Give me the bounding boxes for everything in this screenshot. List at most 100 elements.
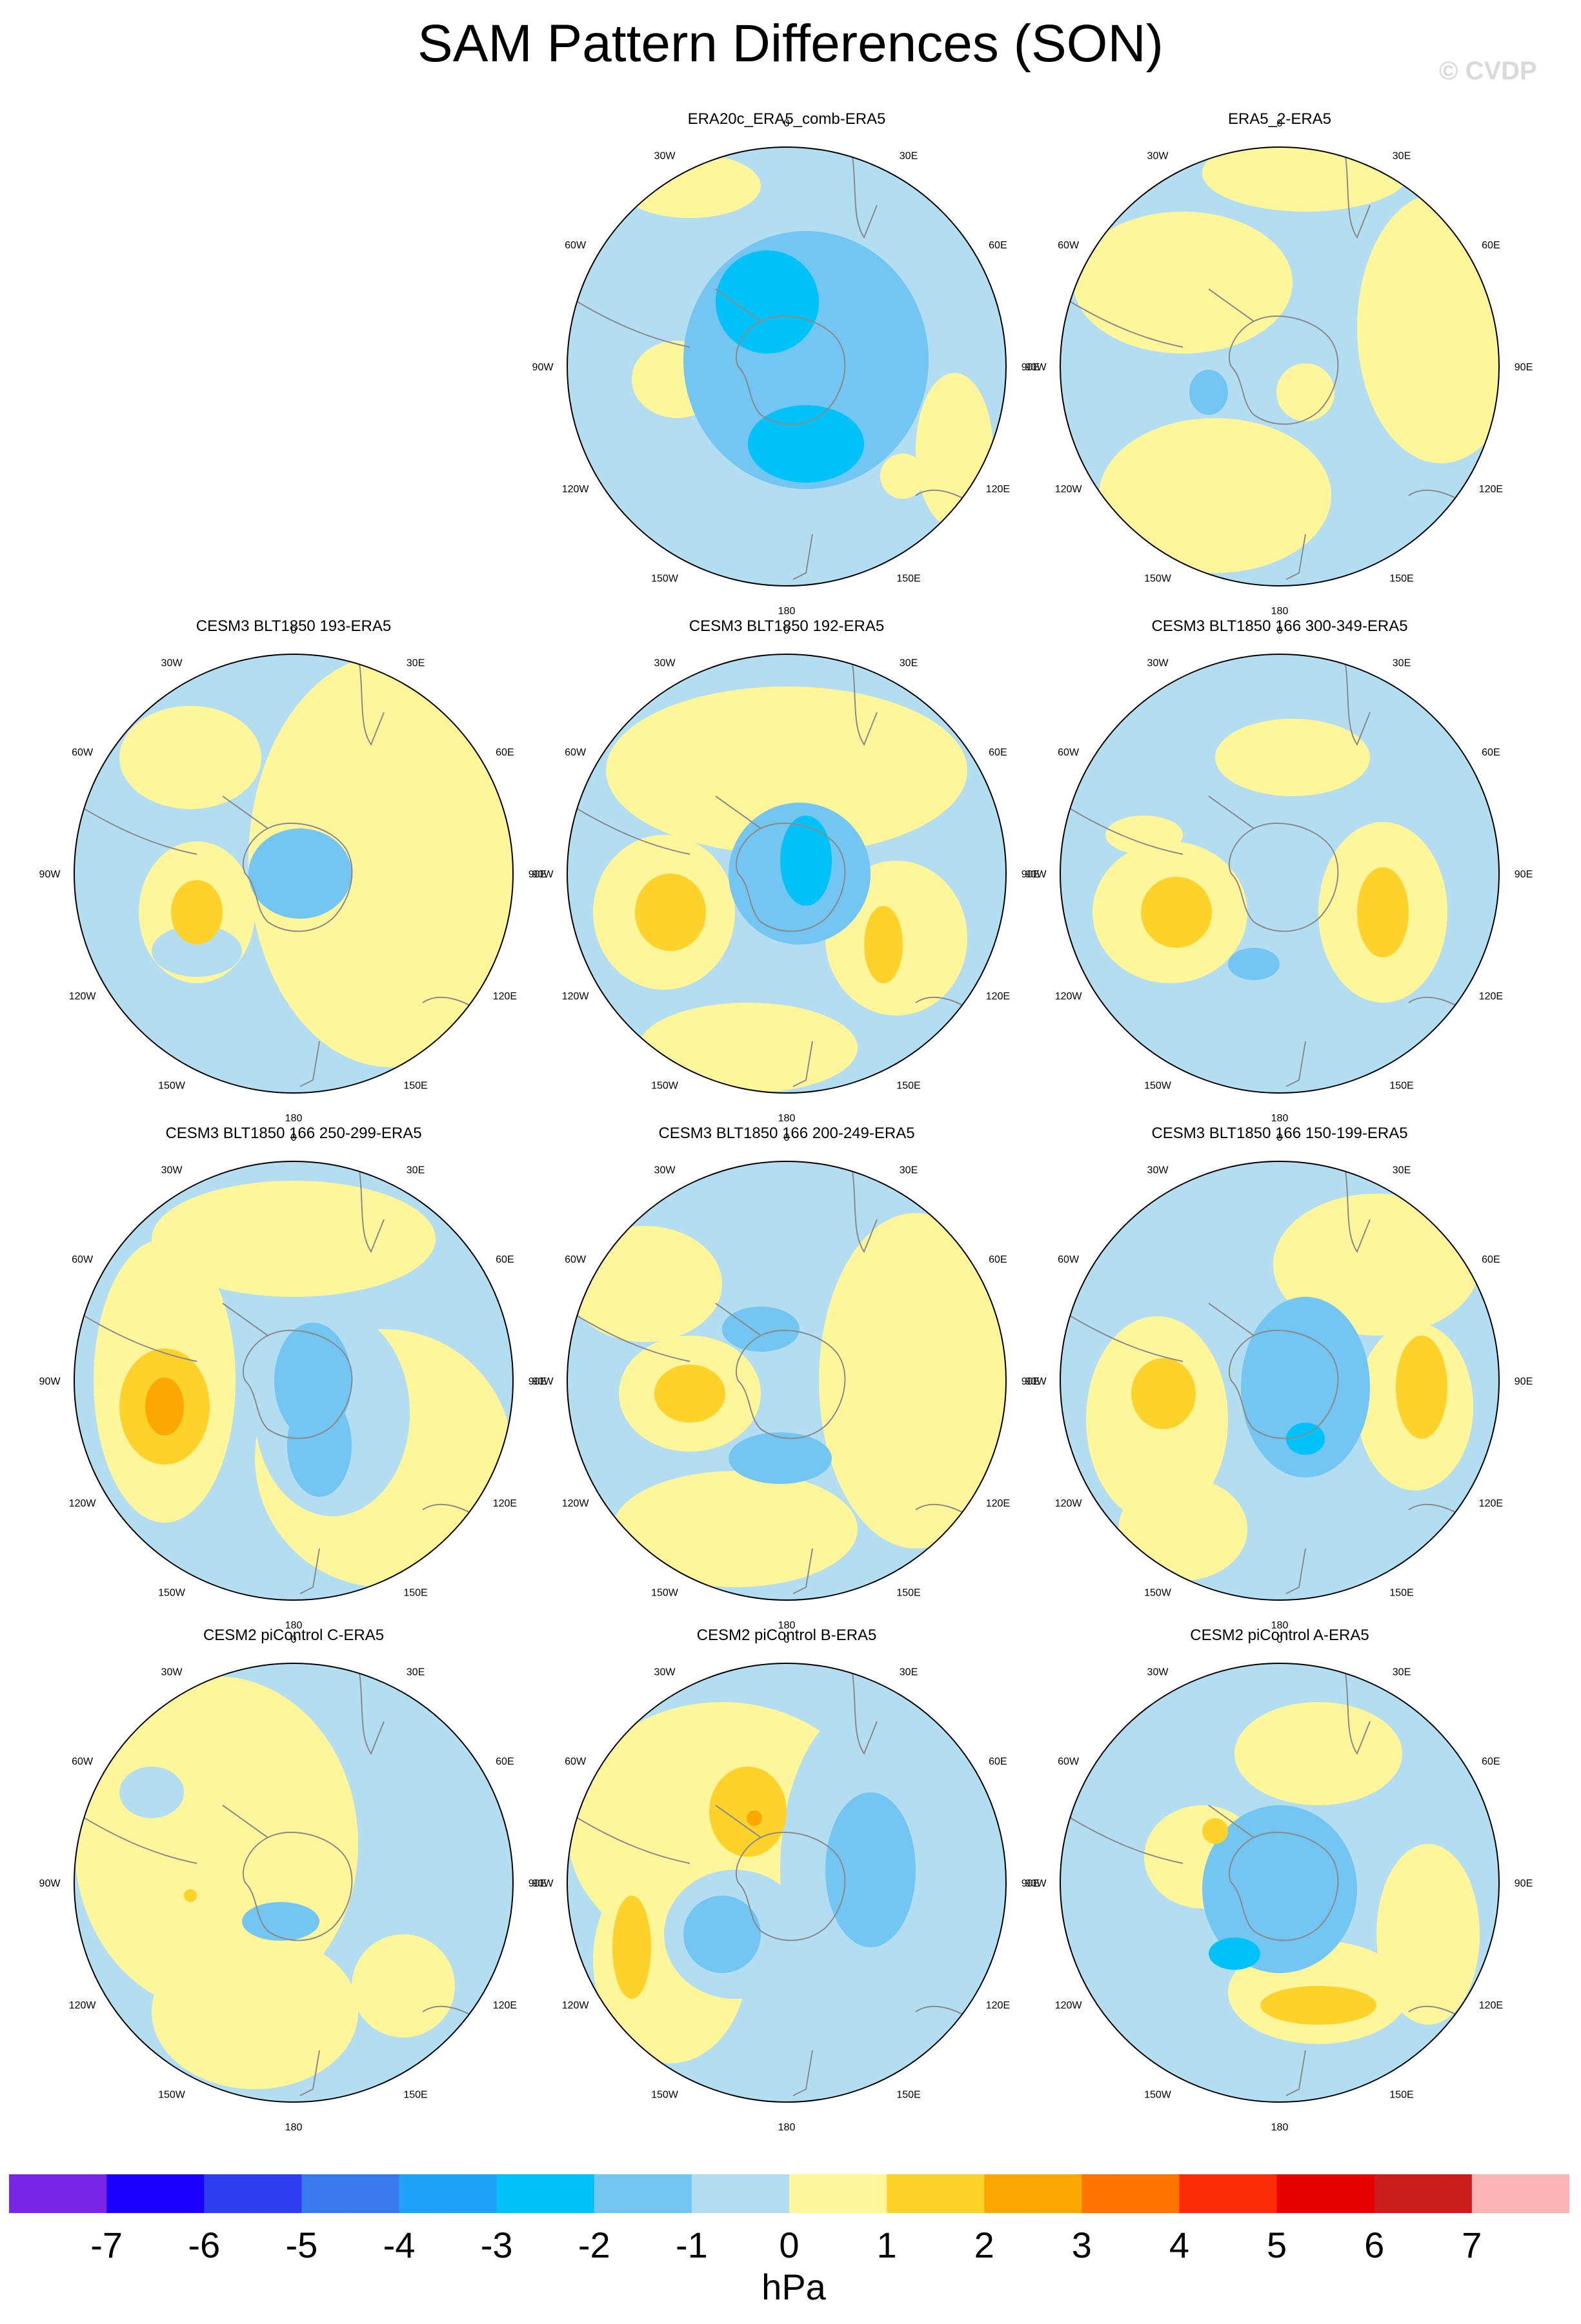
longitude-label: 120W	[1055, 1498, 1083, 1509]
colorbar-swatch	[9, 2174, 107, 2213]
colorbar-tick-label: 5	[1267, 2225, 1287, 2265]
anomaly-contour	[287, 1394, 352, 1497]
colorbar-tick-label: 3	[1071, 2225, 1092, 2265]
map-border	[1060, 1161, 1500, 1601]
colorbar-tick-label: -6	[188, 2225, 221, 2265]
longitude-label: 180	[778, 1620, 796, 1631]
antarctica-coastline	[715, 1303, 846, 1439]
continent-coastlines	[1060, 1663, 1475, 2096]
colorbar-tick-label: -1	[675, 2225, 708, 2265]
longitude-label: 30W	[1147, 658, 1169, 669]
antarctica-coastline	[1208, 288, 1339, 425]
antarctica-coastline	[715, 288, 846, 425]
longitude-label: 90W	[39, 1376, 61, 1387]
longitude-label: 90E	[1515, 362, 1533, 373]
polar-map: 0 30E 60E 90E 120E 150E 180 150W 120W 90W 60W 30W	[1025, 1132, 1533, 1631]
longitude-label: 150E	[896, 1080, 920, 1091]
colorbar-tick-label: -5	[285, 2225, 318, 2265]
antarctica-coastline	[222, 1805, 353, 1941]
longitude-label: 30E	[900, 151, 918, 162]
longitude-label: 60W	[1058, 1254, 1080, 1265]
antarctica-coastline	[1208, 1805, 1339, 1941]
continent-coastlines	[567, 654, 982, 1087]
longitude-label: 120W	[1055, 484, 1083, 495]
anomaly-contour	[248, 828, 352, 919]
longitude-label: 30W	[654, 1165, 676, 1176]
anomaly-contour	[1202, 147, 1409, 212]
map-border	[567, 146, 1007, 586]
longitude-label: 90W	[1025, 869, 1047, 880]
continent-coastlines	[74, 1663, 488, 2096]
longitude-label: 150E	[403, 1080, 427, 1091]
longitude-label: 150E	[1389, 1587, 1413, 1598]
antarctica-coastline	[715, 1805, 846, 1941]
colorbar-tick-label: 6	[1364, 2225, 1385, 2265]
longitude-label: 90E	[1022, 869, 1040, 880]
longitude-label: 60E	[989, 240, 1007, 251]
colorbar-swatch	[1374, 2174, 1473, 2213]
map-border	[74, 1663, 514, 2103]
anomaly-contour	[152, 925, 242, 977]
longitude-label: 150E	[1389, 2089, 1413, 2100]
anomaly-contour	[1396, 1336, 1447, 1439]
colorbar-tick-label: -4	[383, 2225, 416, 2265]
antarctica-coastline	[715, 796, 846, 932]
longitude-label: 150E	[896, 573, 920, 584]
map-border	[1060, 146, 1500, 586]
longitude-label: 120E	[986, 484, 1010, 495]
anomaly-contour	[1073, 212, 1293, 354]
polar-map: 0 30E 60E 90E 120E 150E 180 150W 120W 90W 60W 30W	[39, 1132, 547, 1631]
figure-title: SAM Pattern Differences (SON)	[418, 14, 1163, 73]
longitude-label: 90W	[532, 1376, 554, 1387]
anomaly-contour	[635, 874, 706, 951]
cvdp-watermark: © CVDP	[1439, 57, 1537, 85]
antarctica-coastline	[1208, 796, 1339, 932]
longitude-label: 150W	[158, 1080, 186, 1091]
anomaly-contour	[184, 1889, 197, 1902]
colorbar-tick-label: 1	[876, 2225, 897, 2265]
longitude-label: 30E	[1393, 658, 1411, 669]
panel-title: CESM3 BLT1850 166 200-249-ERA5	[658, 1125, 915, 1142]
longitude-label: 60W	[565, 1254, 587, 1265]
longitude-label: 60W	[565, 240, 587, 251]
longitude-label: 120E	[493, 1498, 517, 1509]
longitude-label: 60E	[496, 1756, 514, 1767]
map-border	[567, 654, 1007, 1094]
longitude-label: 120W	[1055, 2000, 1083, 2011]
colorbar-swatch	[887, 2174, 985, 2213]
anomaly-contour	[1357, 192, 1499, 463]
longitude-label: 60E	[496, 747, 514, 758]
longitude-label: 0	[1277, 1634, 1283, 1645]
longitude-label: 90W	[39, 869, 61, 880]
anomaly-contour	[119, 1767, 184, 1818]
anomaly-contour	[1273, 1194, 1480, 1336]
longitude-label: 180	[1271, 606, 1289, 617]
longitude-label: 120E	[986, 2000, 1010, 2011]
longitude-label: 30W	[654, 658, 676, 669]
longitude-label: 0	[1277, 1132, 1283, 1143]
colorbar-swatch	[691, 2174, 790, 2213]
longitude-label: 120W	[69, 1498, 97, 1509]
anomaly-contour	[612, 1896, 651, 1999]
longitude-label: 150W	[158, 2089, 186, 2100]
longitude-label: 90E	[1022, 362, 1040, 373]
longitude-label: 120W	[69, 2000, 97, 2011]
longitude-label: 90W	[1025, 1878, 1047, 1889]
longitude-label: 180	[285, 1113, 303, 1124]
colorbar-swatch	[1179, 2174, 1278, 2213]
longitude-label: 150E	[403, 2089, 427, 2100]
anomaly-contour	[825, 1792, 916, 1947]
anomaly-contour	[606, 686, 967, 854]
longitude-label: 60E	[1482, 1254, 1500, 1265]
colorbar-tick-label: -7	[90, 2225, 123, 2265]
colorbar-tick-label: -3	[480, 2225, 513, 2265]
longitude-label: 30W	[1147, 1165, 1169, 1176]
longitude-label: 120E	[1479, 484, 1503, 495]
longitude-label: 0	[784, 118, 790, 129]
colorbar-swatch	[1471, 2174, 1569, 2213]
antarctica-coastline	[222, 1303, 353, 1439]
anomaly-contour	[1209, 1938, 1260, 1970]
longitude-label: 30E	[1393, 1165, 1411, 1176]
longitude-label: 120E	[1479, 2000, 1503, 2011]
anomaly-contour	[683, 1896, 761, 1973]
